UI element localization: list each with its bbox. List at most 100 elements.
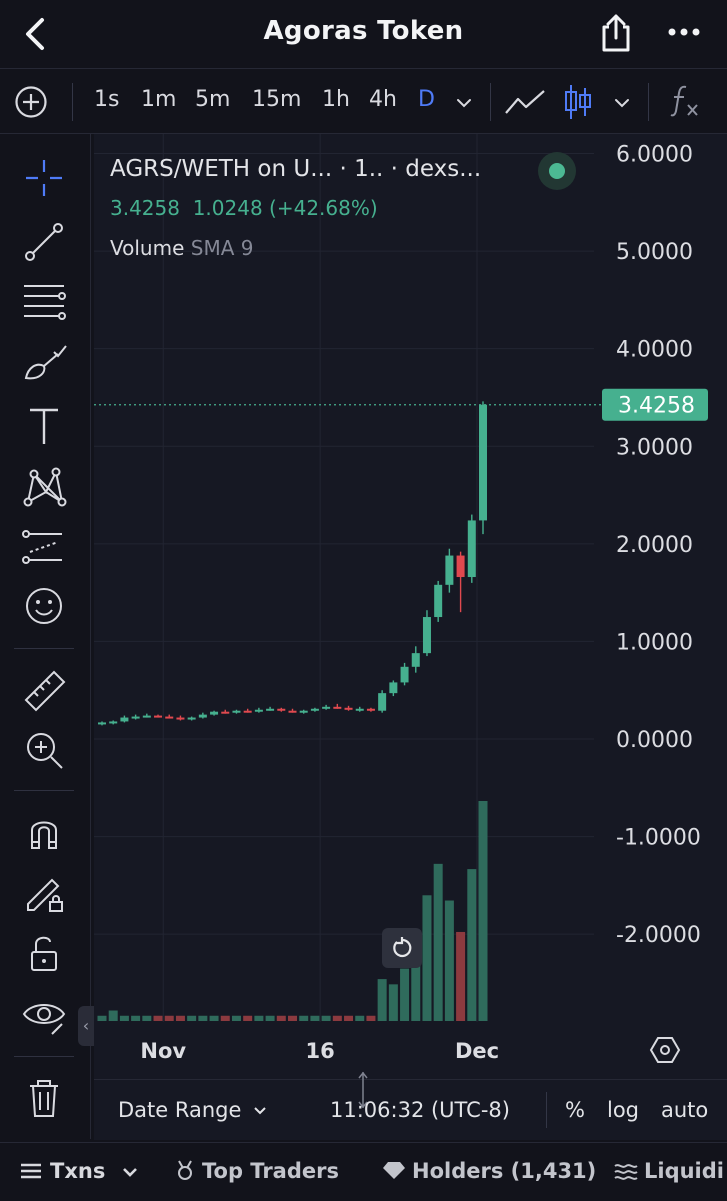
candle-body [378,693,387,711]
legend-volume: Volume SMA 9 [110,236,253,260]
trash-icon[interactable] [18,1072,70,1124]
candle-body [254,709,263,712]
divider [14,648,74,649]
tab-liquidity-label: Liquidi [644,1159,724,1183]
reset-icon [393,937,412,958]
chart-bottom-controls: Date Range 11:06:32 (UTC-8) % log auto [94,1071,727,1140]
date-range-button[interactable]: Date Range [118,1098,268,1122]
lock-drawing-icon[interactable] [18,866,70,918]
pattern-icon[interactable] [18,460,70,512]
candle-body [467,520,476,578]
interval-1h[interactable]: 1h [322,87,350,112]
price-chart[interactable]: 6.0000 5.0000 4.0000 3.0000 2.0000 1.0000 0.00… [94,134,727,1079]
current-price-label: 3.4258 [618,394,695,419]
candle-body [165,716,174,719]
interval-5m[interactable]: 5m [195,87,231,112]
auto-scale-button[interactable]: auto [661,1098,709,1122]
chart-settings-icon[interactable] [649,1034,681,1066]
visibility-icon[interactable] [18,990,70,1042]
volume-bar [119,1015,129,1021]
line-chart-icon[interactable] [504,87,546,117]
volume-bar [97,1015,107,1021]
volume-bar [254,1015,264,1021]
collapse-sidebar-tab[interactable]: ‹ [78,1006,94,1046]
volume-bar [108,1010,118,1021]
fib-lines-icon[interactable] [18,276,70,328]
tab-top-traders[interactable]: Top Traders [174,1159,339,1183]
volume-bar [276,1015,286,1021]
candle-body [400,666,409,683]
price-tick-label: 5.0000 [616,240,693,265]
bottom-tabs: Txns Top Traders Holders (1,431) Liquidi [0,1142,727,1201]
tab-holders[interactable]: Holders (1,431) [382,1159,596,1183]
volume-bar [444,900,454,1021]
reset-chart-button[interactable] [382,928,422,968]
resize-handle-icon[interactable] [356,1070,370,1110]
candle-body [310,708,319,711]
volume-bar [175,1015,185,1021]
candle-body [198,714,207,718]
interval-1s[interactable]: 1s [94,87,120,112]
more-dots-icon[interactable] [664,22,704,42]
candle-body [142,715,151,718]
unlock-icon[interactable] [18,928,70,980]
text-tool-icon[interactable] [18,400,70,452]
live-status-icon[interactable] [538,152,576,190]
percent-scale-button[interactable]: % [565,1098,585,1122]
volume-bar [131,1015,141,1021]
diamond-icon [383,1162,405,1179]
add-indicator-icon[interactable] [14,85,48,119]
chart-toolbar: 1s 1m 5m 15m 1h 4h D [0,69,727,134]
candle-body [176,717,185,720]
price-tick-label: 1.0000 [616,630,693,655]
trend-line-icon[interactable] [18,216,70,268]
medal-icon [178,1160,192,1180]
timezone-clock[interactable]: 11:06:32 (UTC-8) [330,1098,510,1122]
list-icon [21,1163,41,1179]
price-tick-label: 3.0000 [616,435,693,460]
brush-icon[interactable] [18,338,70,390]
chevron-down-icon[interactable] [612,96,632,110]
volume-bar [299,1015,309,1021]
volume-bar [388,984,398,1021]
fx-indicators-icon[interactable] [668,83,702,119]
candle-body [411,653,420,667]
zoom-in-icon[interactable] [18,724,70,776]
chevron-left-icon[interactable] [18,14,54,54]
log-scale-button[interactable]: log [607,1098,640,1122]
chevron-down-icon[interactable] [454,96,474,110]
divider [490,83,491,121]
crosshair-icon[interactable] [18,152,70,204]
candle-body [221,711,230,714]
current-price-badge [602,388,708,421]
volume-bar [142,1015,152,1021]
chart-area[interactable]: 6.0000 5.0000 4.0000 3.0000 2.0000 1.0000 0.00… [78,134,727,1139]
volume-sma-label: SMA 9 [190,236,254,260]
candle-body [288,710,297,713]
pair-name: AGRS/WETH on U... [110,156,333,182]
tab-top-traders-label: Top Traders [202,1159,339,1183]
ruler-icon[interactable] [18,664,70,716]
volume-bar [288,1015,297,1021]
candle-body [322,706,331,709]
interval-d[interactable]: D [418,87,435,112]
date-range-label: Date Range [118,1098,242,1122]
price-tick-label: 2.0000 [616,533,693,558]
interval-15m[interactable]: 15m [252,87,302,112]
volume-bar [344,1015,354,1021]
volume-bar [310,1015,320,1021]
share-icon[interactable] [596,12,636,54]
tab-liquidity[interactable]: Liquidi [614,1159,724,1183]
candles-icon[interactable] [562,83,594,121]
candle-body [131,716,140,719]
volume-bar [366,1015,376,1021]
volume-bar [467,869,477,1021]
interval-1m[interactable]: 1m [141,87,177,112]
tab-holders-label: Holders (1,431) [412,1159,597,1183]
interval-4h[interactable]: 4h [369,87,397,112]
forecast-icon[interactable] [18,522,70,574]
tab-txns[interactable]: Txns [20,1159,139,1183]
magnet-icon[interactable] [18,806,70,858]
price-tick-label: -2.0000 [616,923,701,948]
emoji-icon[interactable] [18,580,70,632]
